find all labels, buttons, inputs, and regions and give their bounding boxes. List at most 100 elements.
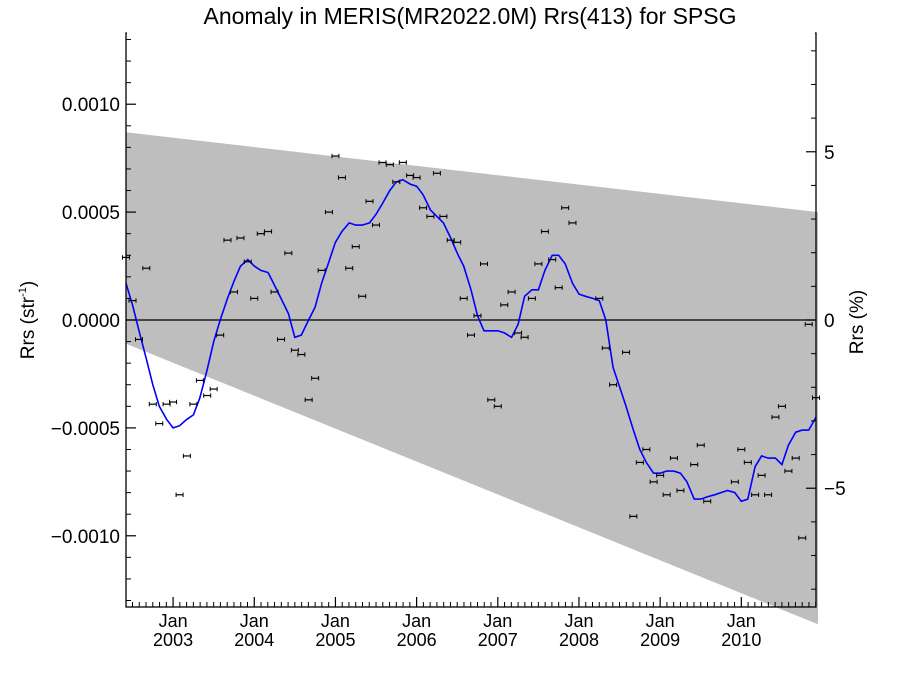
confidence-band: [126, 132, 818, 625]
data-point: [561, 205, 570, 210]
data-point: [656, 473, 665, 478]
data-point: [311, 376, 320, 381]
x-tick-month-label: Jan: [483, 611, 512, 631]
data-point: [351, 244, 360, 249]
data-point: [284, 250, 293, 256]
data-point: [791, 455, 800, 461]
data-point: [649, 479, 658, 485]
data-point: [426, 214, 435, 219]
data-point: [568, 220, 577, 226]
data-point: [737, 447, 746, 452]
data-point: [419, 205, 428, 210]
data-point: [365, 199, 374, 204]
data-point: [771, 414, 780, 420]
x-tick-year-label: 2010: [721, 630, 761, 650]
data-point: [635, 460, 644, 465]
data-point: [554, 285, 563, 290]
data-point: [250, 296, 259, 301]
x-tick-year-label: 2004: [234, 630, 274, 650]
confidence-band-layer: [126, 132, 818, 625]
data-point: [209, 386, 218, 392]
data-point: [473, 313, 482, 318]
data-point: [467, 332, 475, 338]
data-point: [479, 261, 488, 267]
x-tick-month-label: Jan: [564, 611, 593, 631]
data-point: [324, 209, 333, 215]
data-point: [730, 479, 739, 485]
data-point: [690, 462, 699, 467]
data-point: [548, 257, 557, 262]
data-point: [128, 298, 137, 303]
data-point: [229, 289, 238, 295]
data-point: [195, 378, 204, 383]
data-point: [487, 397, 496, 403]
chart-title: Anomaly in MERIS(MR2022.0M) Rrs(413) for…: [204, 3, 737, 29]
x-tick-month-label: Jan: [240, 611, 269, 631]
x-tick-year-label: 2006: [397, 630, 437, 650]
data-point: [236, 235, 245, 241]
data-point: [669, 455, 678, 461]
data-point: [297, 352, 306, 357]
data-point: [784, 468, 793, 474]
data-point: [189, 401, 198, 407]
data-point: [134, 337, 143, 342]
data-point: [629, 514, 638, 519]
data-point: [142, 266, 151, 271]
x-tick-month-label: Jan: [727, 611, 756, 631]
data-point: [385, 162, 394, 167]
data-point: [243, 259, 252, 264]
data-point: [676, 488, 685, 493]
data-point: [507, 289, 516, 295]
series-line-layer: [125, 178, 817, 503]
data-point: [703, 499, 712, 504]
data-point: [392, 179, 401, 185]
left-tick-label: 0.0000: [62, 311, 120, 332]
data-point: [534, 261, 543, 267]
data-point: [169, 399, 178, 405]
data-point: [290, 348, 299, 353]
left-axis-label: Rrs (str-1): [17, 281, 39, 359]
data-point: [514, 330, 523, 336]
data-point: [609, 382, 618, 387]
data-point: [459, 296, 468, 301]
data-point: [432, 171, 441, 176]
data-point: [520, 335, 529, 340]
left-tick-label: −0.0010: [51, 527, 120, 548]
data-point: [182, 453, 191, 459]
data-point: [203, 393, 212, 398]
data-point: [337, 175, 346, 180]
left-tick-label: 0.0010: [62, 95, 120, 116]
data-point: [155, 421, 164, 426]
data-point: [757, 473, 766, 478]
left-tick-label: 0.0005: [62, 203, 120, 224]
data-point: [595, 296, 604, 301]
data-point: [493, 404, 502, 409]
x-tick-year-label: 2003: [153, 630, 193, 650]
data-point: [439, 214, 448, 219]
x-tick-month-label: Jan: [159, 611, 188, 631]
right-tick-label: 5: [824, 143, 835, 164]
data-point: [751, 492, 760, 497]
left-axis-label-close: ): [18, 281, 39, 287]
right-tick-label: 0: [824, 311, 835, 332]
data-point: [264, 229, 273, 234]
data-point: [304, 397, 313, 403]
data-point: [412, 175, 421, 180]
left-axis-label-superscript: -1: [17, 287, 29, 297]
right-axis-label: Rrs (%): [847, 290, 868, 354]
data-point: [601, 345, 610, 351]
data-point: [642, 447, 651, 452]
data-point: [446, 237, 455, 243]
data-point: [500, 302, 509, 308]
x-tick-month-label: Jan: [402, 611, 431, 631]
x-tick-year-label: 2005: [315, 630, 355, 650]
data-point: [453, 240, 462, 245]
data-point: [743, 460, 752, 465]
axes-layer: 0.00100.00050.0000−0.0005−0.001050−5Jan2…: [51, 32, 846, 650]
data-point: [345, 266, 354, 271]
data-point: [798, 535, 807, 541]
data-point: [662, 492, 671, 497]
data-point: [270, 289, 279, 295]
data-point: [162, 401, 171, 407]
